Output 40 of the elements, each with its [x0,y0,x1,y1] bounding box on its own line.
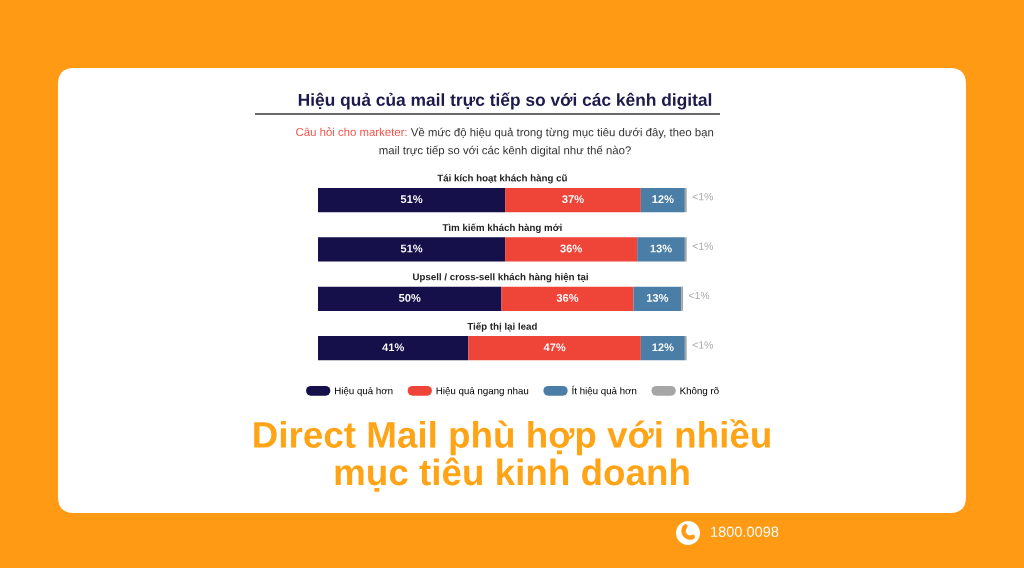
bar [501,286,634,311]
legend-label: Ít hiệu quả hơn [572,385,637,397]
chart-title: Hiệu quả của mail trực tiếp so với các kênh digital [298,92,712,110]
data-label: 50% [398,293,421,302]
legend-label: Hiệu quả ngang nhau [436,386,529,397]
y-tick-label: Tiếp thị lại lead [467,322,537,332]
data-label: 51% [400,244,423,253]
bar [318,286,502,311]
y-tick-label: Upsell / cross-sell khách hàng hiện tại [413,272,588,283]
bar [505,187,641,213]
bar [318,336,469,361]
data-label: 37% [562,195,584,204]
y-tick-label: Tìm kiếm khách hàng mới [442,223,562,233]
bar [637,237,685,262]
data-label: <1% [692,341,713,349]
bar [318,187,506,213]
bar [468,336,641,361]
data-label: 12% [652,343,674,352]
text: Câu hỏi cho marketer: [296,127,407,137]
legend-label: Hiệu quả hơn [335,386,393,397]
data-label: 41% [382,343,405,352]
bar [640,336,685,361]
bar [640,187,685,213]
legend-label: Không rõ [680,387,719,397]
data-label: 47% [543,343,566,352]
data-label: <1% [692,193,713,201]
y-tick-label: Tái kích hoạt khách hàng cũ [437,174,567,184]
bar [505,237,638,262]
text: Direct Mail phù hợp với nhiều mục tiêu kinh doanh [254,419,770,492]
data-label: 36% [560,244,582,253]
text: 1800.0098 [711,526,779,537]
data-label: <1% [692,242,713,250]
data-label: 12% [652,195,674,204]
data-label: 36% [556,293,579,302]
data-label: 13% [646,293,669,302]
bar [318,237,506,262]
data-label: <1% [689,291,710,300]
bar [633,286,682,311]
data-label: 13% [650,244,672,253]
data-label: 51% [400,195,423,204]
